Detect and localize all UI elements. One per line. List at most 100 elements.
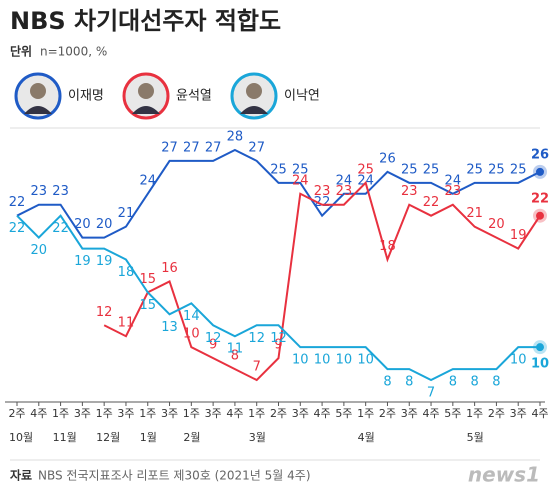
x-tick-label: 3주 — [510, 407, 527, 420]
x-tick-label: 5주 — [444, 407, 461, 420]
legend-avatar-body — [240, 106, 268, 114]
data-label: 24 — [139, 173, 156, 188]
x-tick-label: 3주 — [74, 407, 91, 420]
end-point — [536, 167, 544, 176]
data-label: 8 — [470, 375, 478, 390]
x-tick-label: 1주 — [96, 407, 113, 420]
legend-avatar-body — [24, 106, 52, 114]
data-label: 9 — [274, 338, 282, 353]
month-label: 2월 — [183, 431, 200, 444]
data-label: 10 — [183, 327, 200, 342]
data-label: 12 — [205, 331, 222, 346]
data-label: 8 — [449, 375, 457, 390]
data-label: 15 — [139, 272, 156, 287]
source-label: 자료 — [10, 468, 32, 483]
data-label: 20 — [74, 217, 91, 232]
x-tick-label: 4주 — [314, 407, 331, 420]
legend-avatar-head — [138, 83, 154, 99]
data-label: 19 — [510, 228, 527, 243]
data-label: 13 — [161, 320, 178, 335]
data-label: 23 — [314, 184, 331, 199]
data-label: 7 — [253, 360, 261, 375]
x-tick-label: 2주 — [8, 407, 25, 420]
data-label: 12 — [248, 331, 265, 346]
data-label: 22 — [423, 195, 440, 210]
data-label: 23 — [401, 184, 418, 199]
data-label: 18 — [379, 239, 396, 254]
x-tick-label: 3주 — [205, 407, 222, 420]
data-label: 27 — [183, 140, 200, 155]
data-label: 11 — [118, 316, 135, 331]
data-label: 22 — [531, 191, 549, 206]
data-label: 12 — [270, 331, 287, 346]
data-label: 22 — [9, 221, 26, 236]
data-label: 10 — [510, 353, 527, 368]
legend-label: 이낙연 — [284, 89, 320, 104]
data-label: 25 — [292, 162, 309, 177]
x-tick-label: 2주 — [379, 407, 396, 420]
data-label: 20 — [488, 217, 505, 232]
x-tick-label: 3주 — [401, 407, 418, 420]
x-tick-label: 5주 — [335, 407, 352, 420]
x-tick-label: 4주 — [226, 407, 243, 420]
data-label: 10 — [531, 357, 549, 372]
data-label: 24 — [292, 173, 309, 188]
source: NBS 전국지표조사 리포트 제30호 (2021년 5월 4주) — [38, 469, 311, 483]
x-tick-label: 3주 — [117, 407, 134, 420]
data-label: 20 — [31, 243, 48, 258]
data-label: 21 — [118, 206, 135, 221]
data-label: 28 — [227, 129, 244, 144]
data-label: 25 — [401, 162, 418, 177]
data-label: 19 — [74, 254, 91, 269]
month-label: 11월 — [53, 431, 77, 444]
x-tick-label: 4주 — [531, 407, 548, 420]
data-label: 14 — [183, 309, 200, 324]
data-label: 25 — [270, 162, 287, 177]
legend-label: 이재명 — [68, 89, 104, 104]
data-label: 12 — [96, 305, 113, 320]
data-label: 25 — [357, 162, 374, 177]
data-label: 25 — [423, 162, 440, 177]
data-label: 23 — [445, 184, 462, 199]
data-label: 24 — [445, 173, 462, 188]
data-label: 10 — [292, 353, 309, 368]
month-label: 10월 — [9, 431, 33, 444]
data-label: 10 — [314, 353, 331, 368]
data-label: 10 — [357, 353, 374, 368]
x-tick-label: 1주 — [139, 407, 156, 420]
x-tick-label: 1주 — [248, 407, 265, 420]
month-label: 12월 — [96, 431, 120, 444]
end-point — [536, 343, 544, 352]
legend-avatar-head — [30, 83, 46, 99]
x-tick-label: 3주 — [292, 407, 309, 420]
x-tick-label: 1주 — [466, 407, 483, 420]
data-label: 8 — [492, 375, 500, 390]
chart-title: NBS 차기대선주자 적합도 — [10, 7, 281, 35]
data-label: 25 — [488, 162, 505, 177]
data-label: 24 — [336, 173, 353, 188]
data-label: 24 — [357, 173, 374, 188]
data-label: 11 — [227, 342, 244, 357]
x-tick-label: 4주 — [30, 407, 47, 420]
month-label: 5월 — [467, 431, 484, 444]
data-label: 18 — [118, 265, 135, 280]
month-label: 1월 — [140, 431, 157, 444]
data-label: 26 — [531, 147, 549, 162]
data-label: 22 — [9, 195, 26, 210]
data-label: 9 — [209, 338, 217, 353]
data-label: 22 — [314, 195, 331, 210]
subtitle-label: 단위 — [10, 44, 32, 59]
data-label: 8 — [231, 349, 239, 364]
data-label: 7 — [427, 386, 435, 401]
data-label: 8 — [383, 375, 391, 390]
x-tick-label: 1주 — [183, 407, 200, 420]
data-label: 21 — [466, 206, 483, 221]
subtitle: n=1000, % — [40, 45, 107, 59]
x-tick-label: 3주 — [161, 407, 178, 420]
data-label: 8 — [405, 375, 413, 390]
legend-label: 윤석열 — [176, 89, 212, 104]
data-label: 27 — [205, 140, 222, 155]
data-label: 22 — [52, 221, 69, 236]
data-label: 23 — [336, 184, 353, 199]
